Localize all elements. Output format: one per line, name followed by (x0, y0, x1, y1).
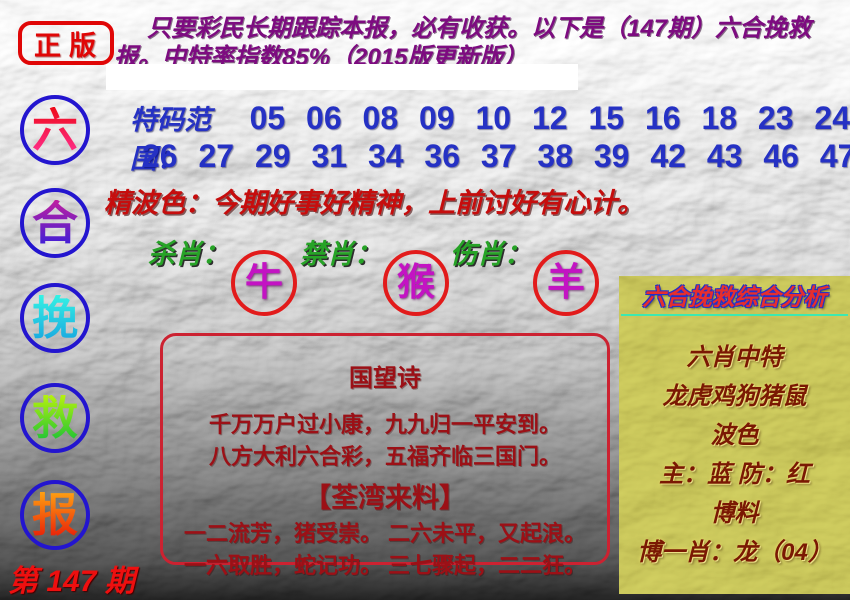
zodiac-circle: 羊 (533, 250, 599, 316)
issue-number: 第 147 期 (8, 565, 135, 598)
poem-subtitle: 【荃湾来料】 (304, 483, 466, 513)
masthead-char: 救 (32, 392, 78, 444)
masthead-char: 挽 (32, 292, 78, 344)
panel-line: 波色 (710, 422, 759, 449)
special-range-numbers-1: 05 06 08 09 10 12 15 16 18 23 24 (249, 100, 850, 136)
panel-line: 龙虎鸡狗猪鼠 (662, 383, 807, 410)
blank-white-bar (106, 64, 578, 90)
genuine-stamp: 正版 (18, 21, 114, 65)
panel-line: 六肖中特 (686, 344, 783, 371)
special-range-numbers-2: 26 27 29 31 34 36 37 38 39 42 43 46 47 4… (142, 138, 850, 174)
poem-title: 国望诗 (349, 365, 421, 392)
masthead-char: 报 (32, 489, 78, 541)
panel-line: 博一肖：龙（04） (637, 539, 832, 566)
masthead-char: 六 (32, 104, 78, 156)
zodiac-label: 伤肖： (450, 239, 531, 269)
zodiac-group-hurt: 伤肖： 羊 (450, 230, 599, 316)
panel-body: 六肖中特 龙虎鸡狗猪鼠 波色 主：蓝 防：红 博料 博一肖：龙（04） (619, 338, 850, 572)
zodiac-group-forbid: 禁肖： 猴 (300, 230, 449, 316)
poem-box: 国望诗 千万万户过小康，九九归一平安到。 八方大利六合彩，五福齐临三国门。 【荃… (160, 333, 610, 578)
panel-line: 主：蓝 防：红 (659, 461, 810, 488)
poem-line: 千万万户过小康，九九归一平安到。 (208, 412, 561, 437)
wave-color-hint: 精波色：今期好事好精神，上前讨好有心计。 (104, 188, 644, 218)
analysis-panel-title: 六合挽救综合分析 (642, 284, 827, 310)
zodiac-char: 羊 (546, 262, 585, 304)
masthead-char: 合 (32, 197, 78, 249)
special-range-line-1: 特码范围： 05 06 08 09 10 12 15 16 18 23 24 (130, 98, 850, 176)
zodiac-label: 禁肖： (300, 239, 381, 269)
header-line-1: 只要彩民长期跟踪本报，必有收获。以下是（147期）六合挽救 (147, 15, 812, 42)
poem-line: 八方大利六合彩，五福齐临三国门。 (208, 444, 561, 469)
zodiac-circle: 牛 (231, 250, 297, 316)
masthead-circle-5: 报 (20, 480, 90, 550)
panel-underline (621, 314, 848, 316)
masthead-circle-2: 合 (20, 188, 90, 258)
panel-foil-texture (619, 276, 850, 594)
panel-line: 博料 (710, 500, 759, 527)
analysis-panel: 六合挽救综合分析 六肖中特 龙虎鸡狗猪鼠 波色 主：蓝 防：红 博料 博一肖：龙… (619, 276, 850, 594)
zodiac-circle: 猴 (383, 250, 449, 316)
poem-line: 一二流芳，猪受崇。 二六未平，又起浪。 (183, 521, 587, 546)
poem-line: 一六取胜，蛇记功。 三七骤起，二二狂。 (183, 553, 587, 578)
zodiac-group-kill: 杀肖： 牛 (148, 230, 297, 316)
zodiac-label: 杀肖： (148, 239, 229, 269)
masthead-circle-1: 六 (20, 95, 90, 165)
masthead-circle-3: 挽 (20, 283, 90, 353)
zodiac-char: 猴 (396, 262, 435, 304)
special-range-label: 特码范围： (130, 105, 211, 174)
genuine-stamp-label: 正版 (34, 30, 104, 61)
masthead-circle-4: 救 (20, 383, 90, 453)
zodiac-char: 牛 (244, 262, 283, 304)
